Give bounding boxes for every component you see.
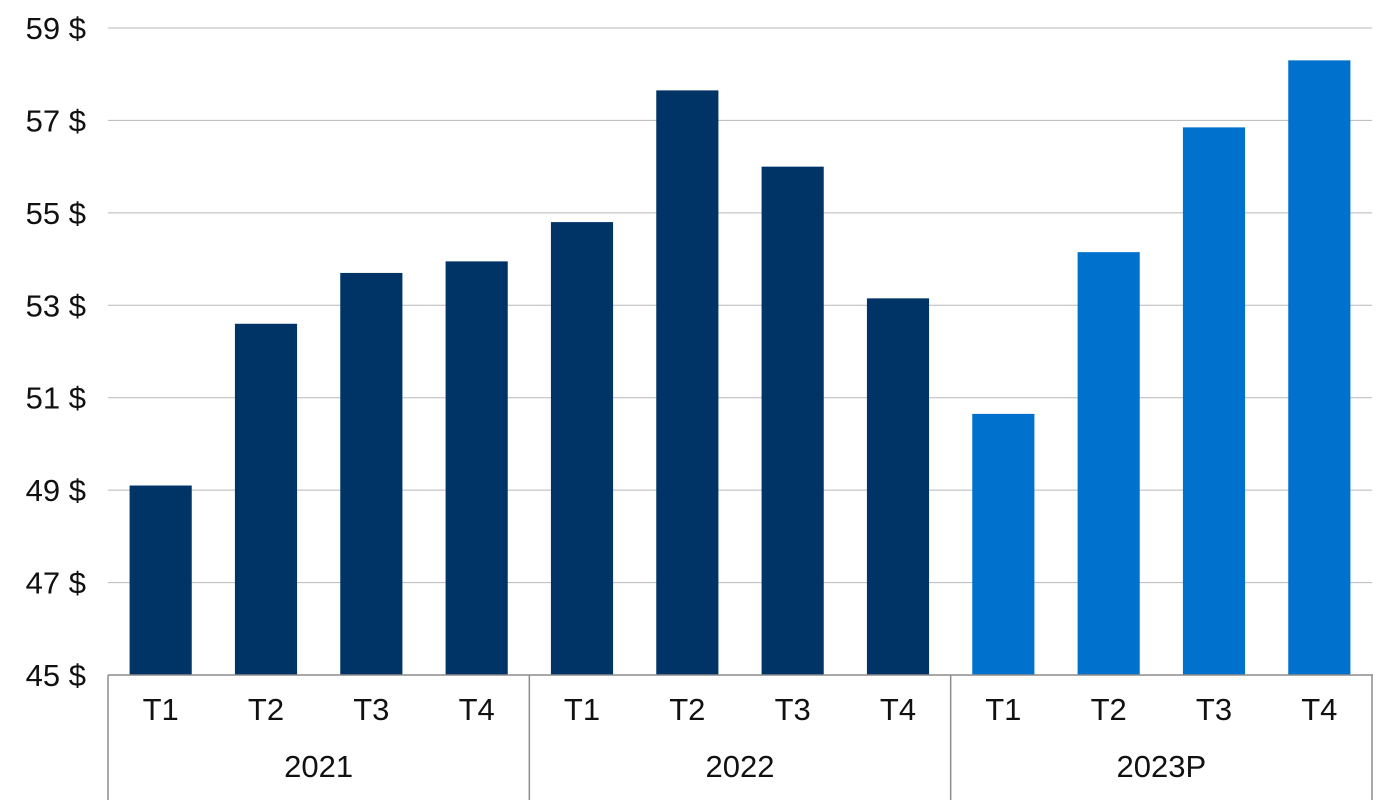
x-tick-label: T4 (880, 692, 916, 727)
axes (107, 674, 1373, 800)
bar (866, 298, 930, 675)
bar (1077, 252, 1140, 675)
x-tick-label: T4 (1301, 692, 1337, 727)
y-tick-label: 59 $ (26, 11, 86, 46)
bar (1288, 60, 1351, 676)
bar (1182, 127, 1246, 675)
x-group-label: 2022 (706, 749, 775, 784)
x-tick-label: T3 (353, 692, 389, 727)
bar (340, 272, 403, 675)
labels: 45 $ 47 $ 49 $ 51 $ 53 $ 55 $ 57 $ 59 $ T1 T2 T3 T4… (26, 11, 1338, 784)
y-tick-label: 45 $ (26, 658, 86, 693)
bar (129, 485, 192, 675)
x-tick-label: T1 (143, 692, 179, 727)
y-tick-label: 51 $ (26, 381, 86, 416)
y-tick-label: 57 $ (26, 103, 86, 138)
x-tick-label: T2 (1091, 692, 1127, 727)
y-tick-label: 49 $ (26, 473, 86, 508)
x-tick-label: T3 (1196, 692, 1232, 727)
bar (972, 413, 1035, 675)
x-group-label: 2021 (284, 749, 353, 784)
bar (445, 261, 508, 675)
gridlines (108, 27, 1372, 584)
bar (761, 166, 824, 675)
bar (656, 90, 719, 675)
x-tick-label: T2 (248, 692, 284, 727)
x-tick-label: T4 (459, 692, 495, 727)
y-tick-label: 53 $ (26, 288, 86, 323)
bar (550, 222, 614, 675)
y-tick-label: 55 $ (26, 196, 86, 231)
bars (129, 60, 1351, 676)
x-tick-label: T1 (985, 692, 1021, 727)
x-tick-label: T2 (669, 692, 705, 727)
x-group-label: 2023P (1117, 749, 1207, 784)
x-tick-label: T1 (564, 692, 600, 727)
x-tick-label: T3 (775, 692, 811, 727)
y-tick-label: 47 $ (26, 566, 86, 601)
bar (234, 323, 298, 675)
